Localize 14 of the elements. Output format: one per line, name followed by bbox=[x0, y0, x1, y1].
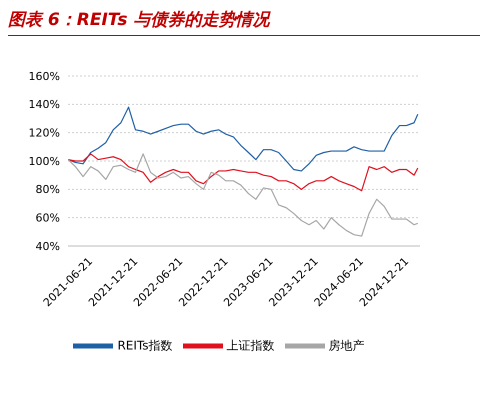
y-tick-label: 60% bbox=[36, 212, 60, 225]
legend-label: 上证指数 bbox=[226, 338, 275, 352]
y-tick-label: 120% bbox=[28, 126, 60, 140]
y-tick-label: 140% bbox=[28, 98, 60, 112]
chart-title: 图表 6：REITs 与债券的走势情况 bbox=[8, 10, 270, 30]
line-series bbox=[68, 153, 418, 237]
line-series bbox=[68, 153, 418, 192]
legend-label: 房地产 bbox=[328, 338, 365, 352]
line-series bbox=[68, 106, 418, 172]
y-tick-label: 80% bbox=[36, 183, 60, 196]
y-tick-label: 160% bbox=[28, 70, 60, 83]
legend-label: REITs指数 bbox=[117, 338, 173, 352]
y-tick-label: 100% bbox=[28, 154, 60, 168]
y-tick-label: 40% bbox=[36, 240, 60, 253]
